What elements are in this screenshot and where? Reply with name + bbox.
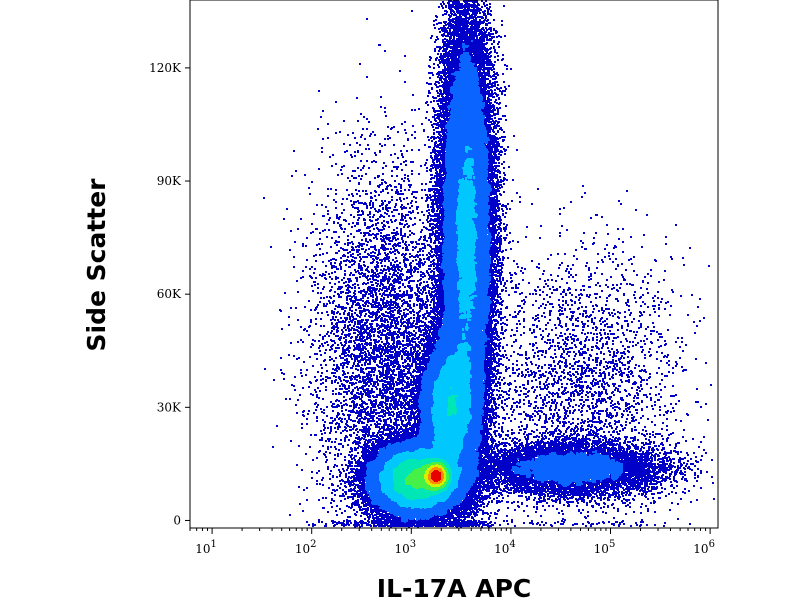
- x-tick-label: 104: [494, 539, 516, 556]
- density-level-3: [393, 387, 458, 500]
- y-tick-label: 60K: [157, 287, 182, 301]
- x-tick-label: 103: [394, 539, 416, 556]
- y-tick-label: 120K: [149, 61, 182, 75]
- x-tick-label: 105: [594, 539, 616, 556]
- density-level-1: [364, 40, 623, 523]
- plot-frame: [189, 0, 719, 529]
- density-level-4: [405, 462, 449, 491]
- density-level-7: [431, 470, 441, 482]
- y-tick-label: 0: [173, 513, 181, 527]
- y-axis-title: Side Scatter: [82, 178, 111, 352]
- x-axis-title: IL-17A APC: [377, 574, 531, 600]
- density-level-2: [379, 146, 478, 509]
- x-tick-label: 106: [693, 539, 715, 556]
- y-axis: 0 30K 60K 90K 120K: [149, 61, 190, 527]
- y-tick-label: 90K: [157, 174, 182, 188]
- y-tick-label: 30K: [157, 400, 182, 414]
- x-tick-label: 102: [295, 539, 317, 556]
- x-axis: 101 102 103 104 105 106: [189, 528, 715, 556]
- event-density-layer: [263, 0, 715, 528]
- x-tick-label: 101: [195, 539, 217, 556]
